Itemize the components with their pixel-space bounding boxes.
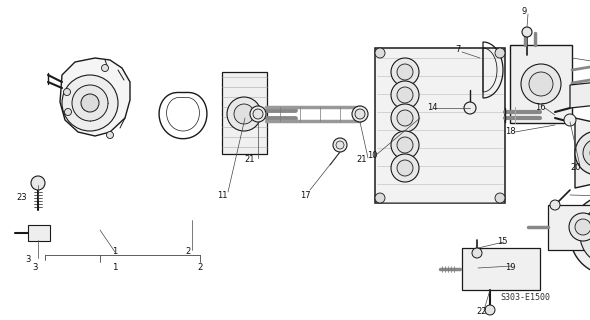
Circle shape	[569, 213, 590, 241]
Text: 1: 1	[112, 247, 117, 257]
Text: 22: 22	[477, 308, 487, 316]
Circle shape	[521, 64, 561, 104]
Circle shape	[391, 154, 419, 182]
Circle shape	[550, 200, 560, 210]
Circle shape	[397, 160, 413, 176]
Text: 10: 10	[367, 151, 377, 161]
Circle shape	[391, 81, 419, 109]
Text: 21: 21	[357, 156, 367, 164]
Text: 7: 7	[455, 45, 461, 54]
Circle shape	[464, 102, 476, 114]
Text: 3: 3	[25, 255, 31, 265]
Text: 17: 17	[300, 190, 310, 199]
Text: 21: 21	[245, 156, 255, 164]
Polygon shape	[575, 118, 590, 188]
Bar	[222, 72, 267, 154]
Circle shape	[575, 219, 590, 235]
Circle shape	[72, 85, 108, 121]
Circle shape	[250, 106, 266, 122]
Circle shape	[575, 131, 590, 175]
Text: 15: 15	[497, 237, 507, 246]
Circle shape	[397, 87, 413, 103]
Circle shape	[333, 138, 347, 152]
Text: S303-E1500: S303-E1500	[500, 293, 550, 302]
Text: 2: 2	[197, 263, 203, 273]
Circle shape	[101, 65, 109, 71]
Circle shape	[529, 72, 553, 96]
Circle shape	[397, 64, 413, 80]
Circle shape	[485, 305, 495, 315]
Circle shape	[391, 58, 419, 86]
Polygon shape	[570, 82, 590, 108]
Circle shape	[391, 104, 419, 132]
Circle shape	[31, 176, 45, 190]
Circle shape	[64, 108, 71, 116]
Circle shape	[495, 193, 505, 203]
Circle shape	[62, 75, 118, 131]
Circle shape	[64, 89, 70, 95]
Circle shape	[107, 132, 113, 139]
Circle shape	[336, 141, 344, 149]
Circle shape	[375, 48, 385, 58]
Circle shape	[391, 131, 419, 159]
Text: 19: 19	[505, 263, 515, 273]
Circle shape	[580, 205, 590, 265]
Circle shape	[234, 104, 254, 124]
Polygon shape	[60, 58, 130, 136]
Circle shape	[397, 137, 413, 153]
Text: 23: 23	[17, 194, 27, 203]
Circle shape	[564, 114, 576, 126]
Circle shape	[522, 27, 532, 37]
Circle shape	[472, 248, 482, 258]
Bar	[28, 225, 50, 241]
Circle shape	[397, 110, 413, 126]
Bar	[375, 48, 505, 203]
Circle shape	[495, 48, 505, 58]
Text: 11: 11	[217, 190, 227, 199]
Text: 18: 18	[504, 127, 515, 137]
Text: 1: 1	[112, 263, 118, 273]
Text: 14: 14	[427, 103, 437, 113]
Text: 20: 20	[571, 164, 581, 172]
Text: 3: 3	[32, 263, 38, 273]
Bar	[462, 248, 540, 290]
Circle shape	[81, 94, 99, 112]
Circle shape	[355, 109, 365, 119]
Bar	[510, 45, 572, 123]
Circle shape	[227, 97, 261, 131]
Text: 9: 9	[522, 7, 527, 17]
Text: 16: 16	[535, 103, 545, 113]
Bar	[548, 205, 590, 250]
Circle shape	[570, 195, 590, 275]
Circle shape	[583, 139, 590, 167]
Text: 2: 2	[185, 247, 191, 257]
Circle shape	[375, 193, 385, 203]
Circle shape	[352, 106, 368, 122]
Circle shape	[253, 109, 263, 119]
